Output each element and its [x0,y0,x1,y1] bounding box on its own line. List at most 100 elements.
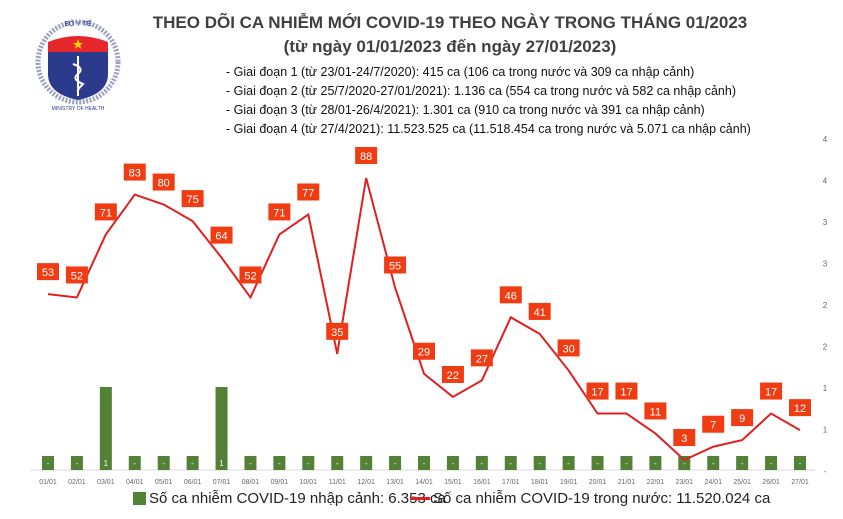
x-tick-label: 20/01 [589,479,607,486]
bar-data-label: 1 [104,459,109,468]
x-tick-label: 15/01 [444,479,462,486]
bar-data-label: 1 [219,459,224,468]
line-data-label-box [152,173,175,191]
x-tick-label: 04/01 [126,479,144,486]
bar-data-label: - [741,459,744,468]
phase-1-text: - Giai đoạn 1 (từ 23/01-24/7/2020): 415 … [226,65,695,79]
line-data-label: 9 [739,413,745,425]
bar-data-label: - [336,459,339,468]
x-tick-label: 11/01 [329,479,346,486]
bar-imported [128,456,141,470]
legend-item-domestic: Số ca nhiễm COVID-19 trong nước: 11.520.… [410,490,770,507]
line-data-label-box [499,286,522,304]
line-data-label: 88 [360,151,372,163]
chart-title: THEO DÕI CA NHIỄM MỚI COVID-19 THEO NGÀY… [152,13,748,32]
bar-imported [620,456,633,470]
bar-imported [389,456,402,470]
x-tick-label: 23/01 [676,479,694,486]
line-data-label-box [355,147,378,164]
line-data-label: 77 [302,187,314,199]
bar-data-label: - [423,459,426,468]
right-axis-tick: - [824,467,827,476]
bar-data-label: - [452,459,455,468]
line-data-label: 3 [681,433,687,445]
bar-imported [331,456,344,470]
right-axis-tick: 2 [823,343,828,352]
line-data-label: 17 [620,387,632,399]
bar-imported [215,387,228,470]
bar-data-label: - [712,459,715,468]
bar-imported [765,456,778,470]
bar-data-label: - [654,459,657,468]
line-data-label-box [123,163,146,181]
x-tick-label: 27/01 [791,479,809,486]
x-tick-label: 12/01 [357,479,375,486]
line-data-label-box [615,382,638,400]
bar-data-label: - [191,459,194,468]
bar-data-label: - [509,459,512,468]
line-data-label-box [210,226,233,244]
ministry-of-health-logo: BỘ Y TẾ MINISTRY OF HEALTH [35,18,121,112]
x-tick-label: 03/01 [97,479,115,486]
right-axis-tick: 4 [823,135,828,144]
line-data-label-box [441,365,464,383]
line-data-label-box [789,399,811,417]
legend-swatch-bar [133,492,146,505]
bar-data-label: - [249,459,252,468]
x-tick-label: 05/01 [155,479,173,486]
line-data-label: 53 [42,267,54,279]
line-data-label-box [384,256,407,274]
legend-label-domestic: Số ca nhiễm COVID-19 trong nước: 11.520.… [433,490,771,507]
line-data-label-box [326,322,349,340]
line-data-label-box [413,342,435,360]
line-data-label-box [470,349,493,367]
phase-2-text: - Giai đoạn 2 (từ 25/7/2020-27/01/2021):… [226,84,736,98]
bar-imported [707,456,720,470]
bar-imported [591,456,604,470]
line-data-label: 52 [244,270,256,282]
bar-imported [244,456,257,470]
x-tick-label: 19/01 [560,479,578,486]
line-data-label-box [181,190,204,208]
x-tick-label: 02/01 [68,479,86,486]
bar-imported [794,456,806,470]
bar-data-label: - [76,459,79,468]
logo-top-text: BỘ Y TẾ [64,18,92,28]
bar-imported [504,456,517,470]
bar-data-label: - [799,459,802,468]
bar-imported [360,456,373,470]
line-data-label-box [268,203,291,221]
line-data-label: 30 [562,343,574,355]
line-data-label: 46 [505,290,517,302]
bar-imported [273,456,286,470]
bar-imported [736,456,749,470]
x-tick-label: 13/01 [386,479,404,486]
line-data-label: 35 [331,327,343,339]
bar-imported [475,456,488,470]
line-data-label-box [65,266,88,284]
x-tick-label: 10/01 [300,479,318,486]
bar-imported [157,456,170,470]
bar-data-label: - [365,459,368,468]
x-tick-label: 01/01 [39,479,57,486]
line-data-label-box [702,415,725,433]
line-data-label: 27 [476,353,488,365]
line-data-label: 17 [765,387,777,399]
line-data-label: 11 [650,406,661,418]
phase-3-text: - Giai đoạn 3 (từ 28/01-26/4/2021): 1.30… [226,103,705,117]
bar-data-label: - [625,459,628,468]
bar-data-label: - [770,459,773,468]
right-axis-tick: 3 [823,218,828,227]
line-data-label-box [37,263,59,281]
line-data-label-box [94,203,117,221]
bar-data-label: - [481,459,484,468]
bar-imported [649,456,662,470]
line-data-label: 29 [418,347,430,359]
right-axis-tick: 1 [823,384,828,393]
bar-imported [562,456,575,470]
bar-data-label: - [278,459,281,468]
bar-imported [42,456,54,470]
line-domestic [47,177,801,462]
